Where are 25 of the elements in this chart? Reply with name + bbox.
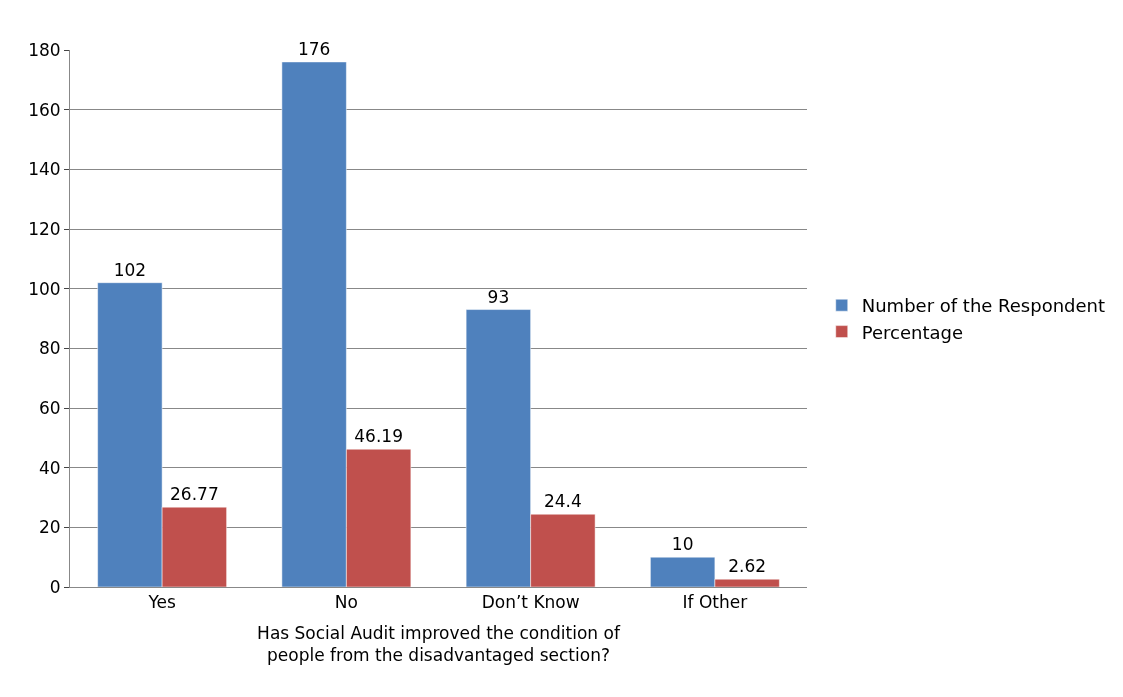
y-tick-label: 180 xyxy=(28,39,61,60)
x-axis-title: Has Social Audit improved the condition of people from the disadvantaged section? xyxy=(257,622,621,665)
data-label: 26.77 xyxy=(170,484,219,505)
y-tick-label: 100 xyxy=(28,278,61,299)
data-label: 10 xyxy=(671,534,694,555)
y-tick-label: 80 xyxy=(38,338,61,359)
legend-label: Number of the Respondent xyxy=(861,295,1106,317)
y-tick-label: 140 xyxy=(28,159,61,180)
x-tick-label: If Other xyxy=(682,592,748,613)
legend-label: Percentage xyxy=(861,321,964,343)
data-label: 102 xyxy=(113,259,147,280)
data-label: 46.19 xyxy=(354,426,403,447)
data-label: 2.62 xyxy=(728,556,767,577)
y-tick-label: 160 xyxy=(28,99,61,120)
y-tick-label: 0 xyxy=(49,576,61,597)
y-tick-label: 20 xyxy=(38,517,61,538)
x-tick-label: Yes xyxy=(147,592,176,613)
data-label: 24.4 xyxy=(543,491,582,512)
y-tick-label: 60 xyxy=(38,397,61,418)
y-tick-label: 120 xyxy=(28,218,61,239)
data-label: 176 xyxy=(297,38,331,59)
x-tick-label: Don’t Know xyxy=(481,592,580,613)
x-tick-label: No xyxy=(334,592,358,613)
data-label: 93 xyxy=(487,286,510,307)
y-tick-label: 40 xyxy=(38,457,61,478)
